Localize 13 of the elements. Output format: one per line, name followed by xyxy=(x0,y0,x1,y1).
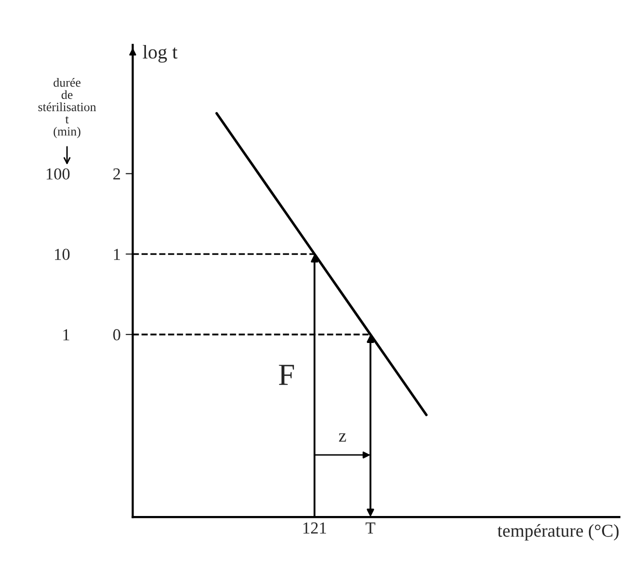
y2-axis-title: durée de stérilisation t (min) xyxy=(38,78,96,138)
annotation: F xyxy=(278,364,294,385)
y-tick-label: 2 xyxy=(113,168,120,180)
y-tick-label: 0 xyxy=(113,329,120,340)
x-axis-title: température (°C) xyxy=(498,524,619,541)
x-tick-label: 121 xyxy=(303,522,326,534)
y2-tick-label: 1 xyxy=(63,329,70,340)
y-axis-title: log t xyxy=(142,44,178,63)
y-tick-label: 1 xyxy=(114,248,120,260)
x-tick-label: T xyxy=(366,522,376,534)
annotation: z xyxy=(338,433,346,442)
y2-tick-label: 10 xyxy=(55,248,70,260)
y2-tick-label: 100 xyxy=(46,168,70,180)
